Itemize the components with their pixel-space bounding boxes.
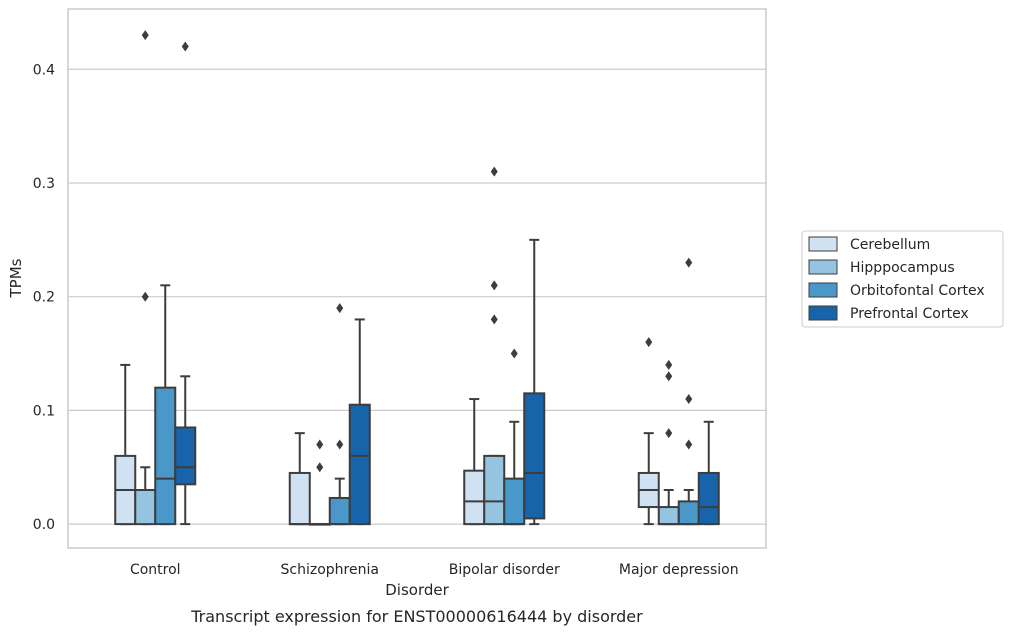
legend-frame [801,230,1004,328]
box-1-0 [134,30,157,526]
box-1-3 [657,359,680,526]
chart-caption: Transcript expression for ENST0000061644… [190,607,643,626]
outlier-point-1 [141,30,149,41]
legend-label-1: Hipppocampus [850,260,955,276]
box-body [174,426,197,486]
box-body [134,489,157,526]
box-body [697,471,720,526]
outlier-point-0 [685,439,693,450]
box-1-1 [308,439,331,526]
outlier-point-1 [665,371,673,382]
outlier-point-0 [665,428,673,439]
box-3-1 [348,318,371,526]
box-body [657,506,680,526]
box-body [463,469,486,526]
outlier-point-0 [510,348,518,359]
x-tick-label-3: Major depression [619,562,739,578]
legend-label-3: Prefrontal Cortex [850,306,969,322]
outlier-point-1 [336,303,344,314]
box-body [523,392,546,520]
legend-swatch-3 [808,305,838,321]
y-tick-label-0: 0.0 [33,517,55,533]
outlier-point-0 [490,314,498,325]
box-body [348,403,371,526]
outlier-point-2 [685,257,693,268]
box-3-2 [523,238,546,526]
box-3-3 [697,420,720,526]
x-tick-label-2: Bipolar disorder [449,562,560,578]
outlier-point-2 [665,359,673,370]
outlier-point-1 [685,394,693,405]
y-tick-label-2: 0.2 [33,290,55,306]
box-2-1 [328,303,351,526]
outlier-point-0 [141,291,149,302]
outlier-point-0 [316,462,324,473]
y-tick-label-1: 0.1 [33,403,55,419]
x-tick-label-1: Schizophrenia [281,562,379,578]
box-0-2 [463,398,486,526]
box-body [483,454,506,526]
box-2-0 [154,284,177,526]
outlier-point-2 [490,166,498,177]
box-body [288,471,311,526]
legend-swatch-0 [808,236,838,252]
y-tick-label-4: 0.4 [33,62,55,78]
box-body [677,500,700,526]
outlier-point-1 [316,439,324,450]
outlier-point-0 [645,337,653,348]
box-2-2 [503,348,526,526]
box-body [154,386,177,526]
box-body [328,496,351,526]
legend-swatch-1 [808,259,838,275]
y-axis-ticks: 0.0 0.1 0.2 0.3 0.4 [33,62,55,533]
outlier-point-0 [336,439,344,450]
box-body [503,477,526,526]
x-tick-label-0: Control [130,562,181,578]
legend: Cerebellum Hipppocampus Orbitofontal Corte… [801,230,1004,328]
y-axis-label: TPMs [7,258,25,298]
box-plot-series [114,30,720,526]
plot-area-frame [67,8,767,549]
legend-label-2: Orbitofontal Cortex [850,283,985,299]
legend-swatch-2 [808,282,838,298]
box-2-3 [677,257,700,526]
box-0-1 [288,432,311,526]
y-tick-label-3: 0.3 [33,176,55,192]
box-0-0 [114,363,137,526]
box-0-3 [637,337,660,526]
x-axis-ticks: Control Schizophrenia Bipolar disorder Majo… [130,562,739,578]
legend-label-0: Cerebellum [850,237,930,253]
outlier-point-1 [490,280,498,291]
box-1-2 [483,166,506,526]
outlier-point-0 [181,41,189,52]
box-3-0 [174,41,197,526]
x-axis-label: Disorder [385,581,449,599]
